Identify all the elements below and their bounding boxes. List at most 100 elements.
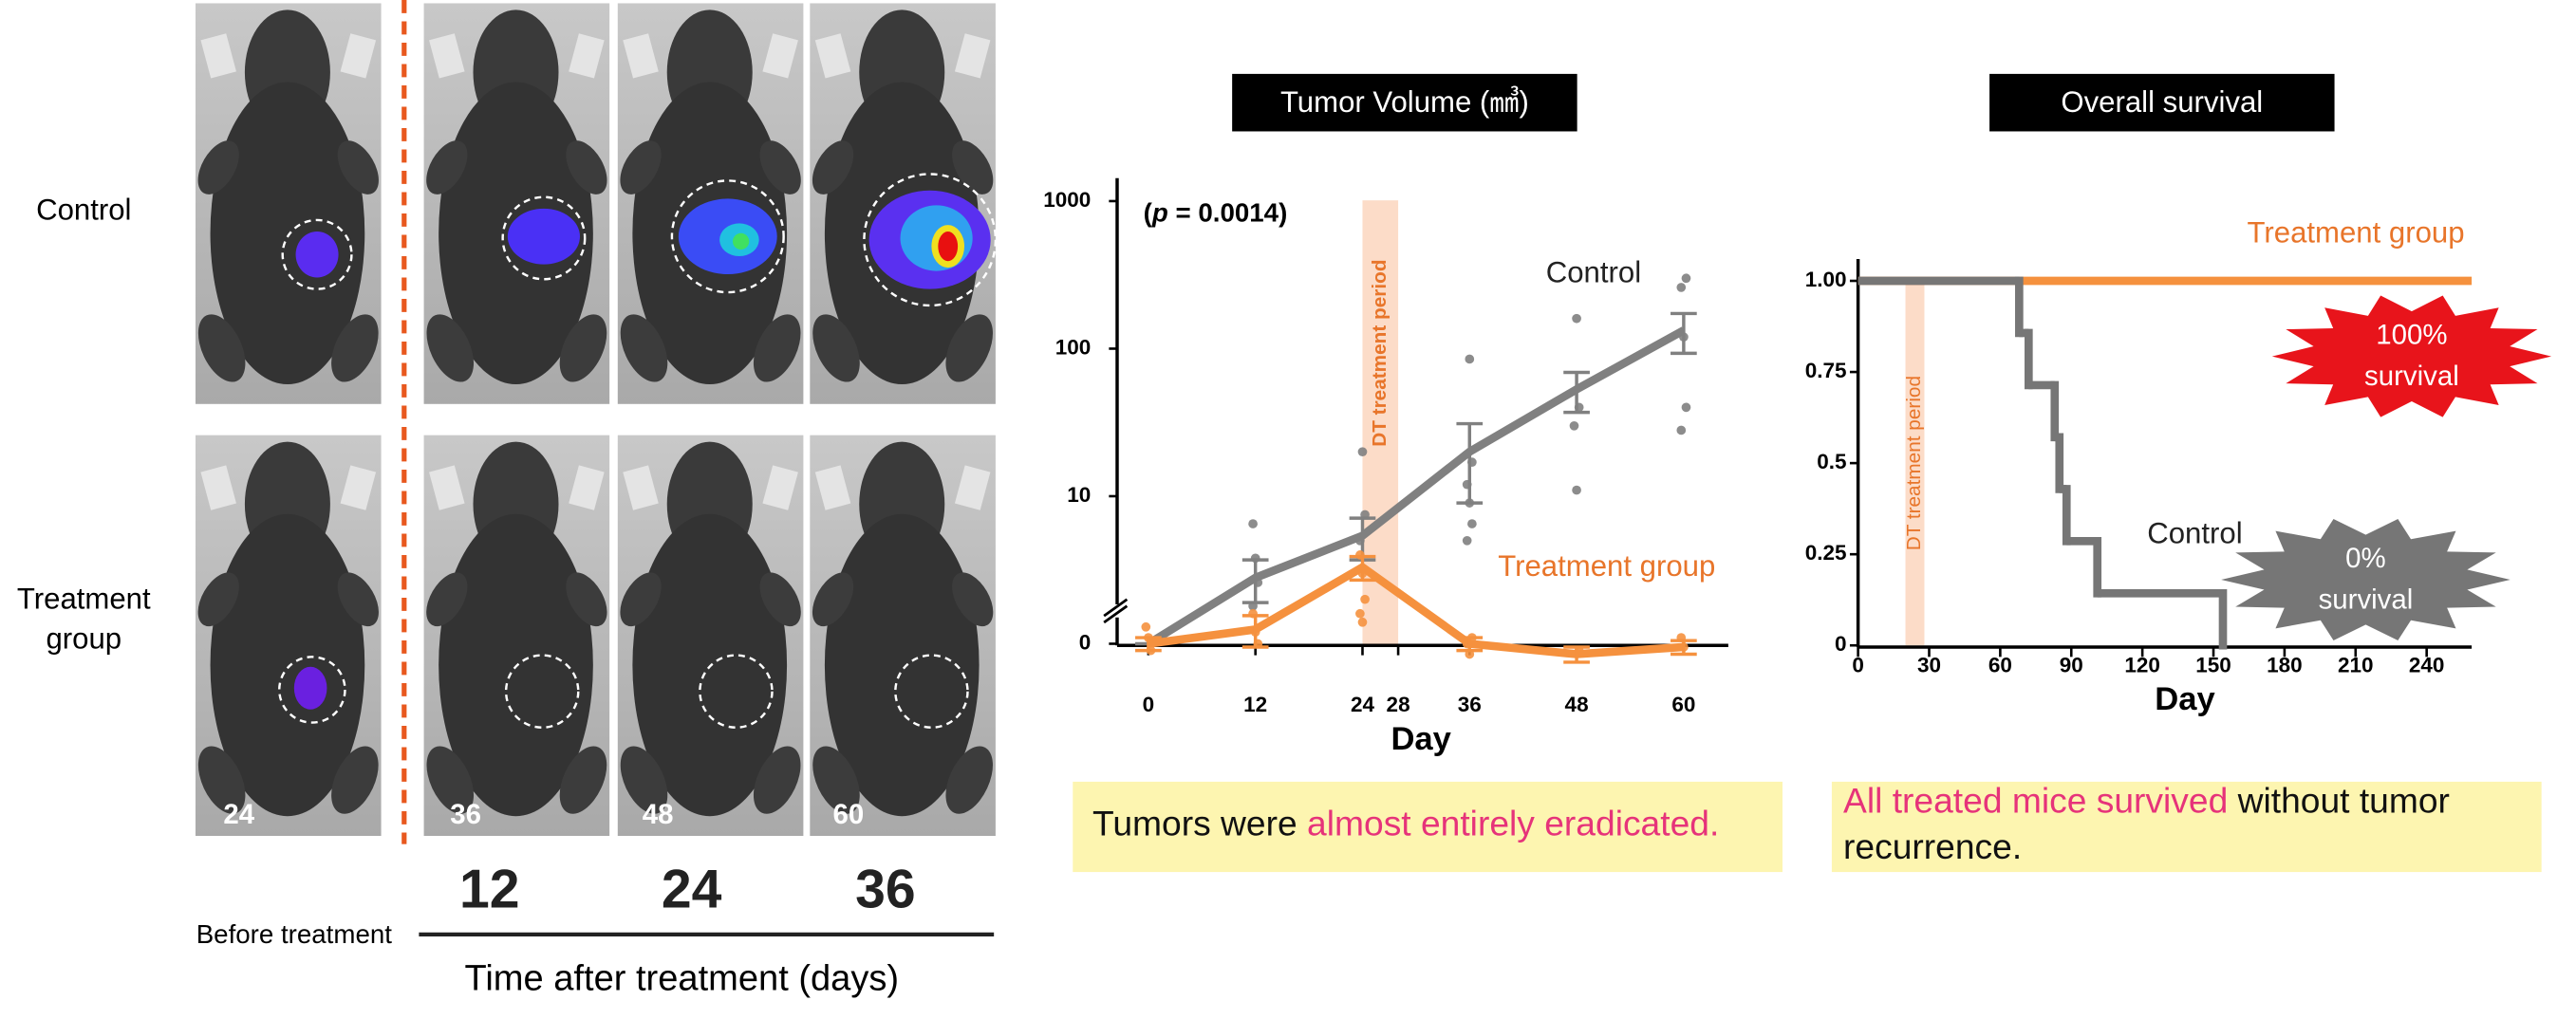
badge-text: survival [2319, 584, 2414, 615]
image-label: 36 [450, 799, 481, 830]
data-point [1569, 420, 1579, 431]
data-point [1572, 485, 1581, 495]
y-tick-label: 1.00 [1805, 268, 1847, 291]
y-tick-label: 0.5 [1817, 450, 1846, 473]
error-bar [1456, 636, 1484, 653]
data-point [1681, 273, 1691, 284]
y-tick-label: 1000 [1043, 188, 1091, 212]
y-tick-label: 0.75 [1805, 359, 1847, 382]
time-labels: 12 24 36 [459, 860, 916, 920]
data-point [1357, 447, 1368, 457]
row-label: Control [36, 194, 131, 227]
mouse-image [610, 435, 811, 837]
data-point [1360, 594, 1370, 604]
signal [938, 232, 959, 262]
badge-text: survival [2364, 361, 2459, 392]
p-value-part: ( [1144, 198, 1153, 228]
caption-box [1073, 781, 1783, 873]
y-tick-label: 0.25 [1805, 541, 1847, 565]
mouse-image [188, 3, 388, 404]
p-value: (p = 0.0014) [1144, 198, 1288, 228]
caption-part: All treated mice survived [1843, 780, 2228, 820]
caption: recurrence. [1843, 826, 2022, 866]
x-tick-label: 28 [1387, 693, 1410, 716]
x-tick-label: 150 [2195, 654, 2231, 677]
series: Treatment group 100% survival [1857, 216, 2552, 417]
badge-text: 0% [2345, 543, 2386, 574]
x-tick-label: 60 [1988, 654, 2012, 677]
data-point [1676, 425, 1687, 435]
series: Treatment group [1135, 549, 1715, 664]
chart-title: Overall survival [2061, 85, 2263, 119]
data-point [1355, 608, 1365, 619]
chart: Tumor Volume (㎣) DT treatment period 0 10 10… [1043, 73, 1728, 757]
signal [295, 232, 339, 278]
data-point [1248, 519, 1258, 528]
row-label: Treatment [17, 583, 151, 616]
y-tick-label: 0 [1079, 630, 1092, 654]
row-label: group [46, 621, 121, 655]
x-tick-label: 12 [1243, 693, 1267, 716]
error-bar [1563, 645, 1590, 664]
mouse-image [417, 3, 617, 404]
signal [507, 208, 580, 265]
data-point [1676, 283, 1687, 292]
line [1148, 563, 1685, 658]
x-tick-label: 90 [2060, 654, 2083, 677]
y-tick-label: 0 [1835, 632, 1847, 656]
error-bar [1671, 639, 1697, 657]
title-box [1232, 73, 1577, 132]
p-value-part: p [1151, 198, 1168, 228]
chart-title: Tumor Volume (㎣) [1280, 85, 1529, 119]
caption-part: without tumor [2228, 780, 2450, 820]
time-label: 24 [662, 860, 722, 920]
p-value-part: = 0.0014) [1168, 198, 1287, 228]
badge [2221, 518, 2511, 641]
mouse-images [188, 0, 1003, 937]
error-bar [1456, 421, 1484, 505]
x-tick-label: 36 [1458, 693, 1482, 716]
image-labels: 24 36 48 60 [223, 799, 864, 830]
x-tick-label: 210 [2338, 654, 2374, 677]
series: Control 0% survival [1857, 276, 2511, 650]
data-point [1467, 519, 1477, 528]
error-bar [1671, 311, 1697, 356]
data-point [1465, 354, 1475, 364]
data-point [1357, 617, 1368, 627]
treatment-period [1905, 280, 1925, 646]
caption-box [1831, 781, 2542, 873]
time-axis-label: Time after treatment (days) [465, 958, 900, 998]
caption-part: recurrence. [1843, 826, 2022, 866]
mouse-image [188, 435, 388, 837]
x-tick-label: 48 [1565, 693, 1589, 716]
x-tick-label: 240 [2409, 654, 2445, 677]
x-tick-label: 30 [1917, 654, 1941, 677]
baseline-label: Before treatment [196, 919, 393, 949]
badge-text: 100% [2376, 320, 2447, 351]
data-point [1462, 535, 1472, 546]
error-bar [1563, 370, 1590, 415]
error-bar [1135, 636, 1162, 653]
series-label: Control [2147, 516, 2242, 549]
data-point [1141, 621, 1151, 632]
time-label: 12 [459, 860, 520, 920]
x-tick-label: 180 [2267, 654, 2303, 677]
data-point [1572, 313, 1581, 324]
image-label: 24 [223, 799, 254, 830]
image-label: 48 [643, 799, 674, 830]
caption-part: Tumors were [1092, 803, 1307, 843]
x-axis-label: Day [2155, 681, 2215, 717]
mouse-image [417, 435, 617, 837]
x-tick-label: 0 [1852, 654, 1864, 677]
caption-part: almost entirely eradicated. [1307, 803, 1719, 843]
axis-break-gap [1107, 603, 1128, 618]
chart: Overall survival DT treatment period 0 0.25… [1805, 73, 2552, 717]
x-axis-label: Day [1391, 721, 1451, 757]
data-point [1681, 402, 1691, 413]
x-tick-label: 24 [1351, 693, 1375, 716]
badge [2271, 295, 2552, 417]
caption: Tumors were almost entirely eradicated. [1092, 803, 1719, 843]
time-label: 36 [855, 860, 916, 920]
image-label: 60 [833, 799, 865, 830]
